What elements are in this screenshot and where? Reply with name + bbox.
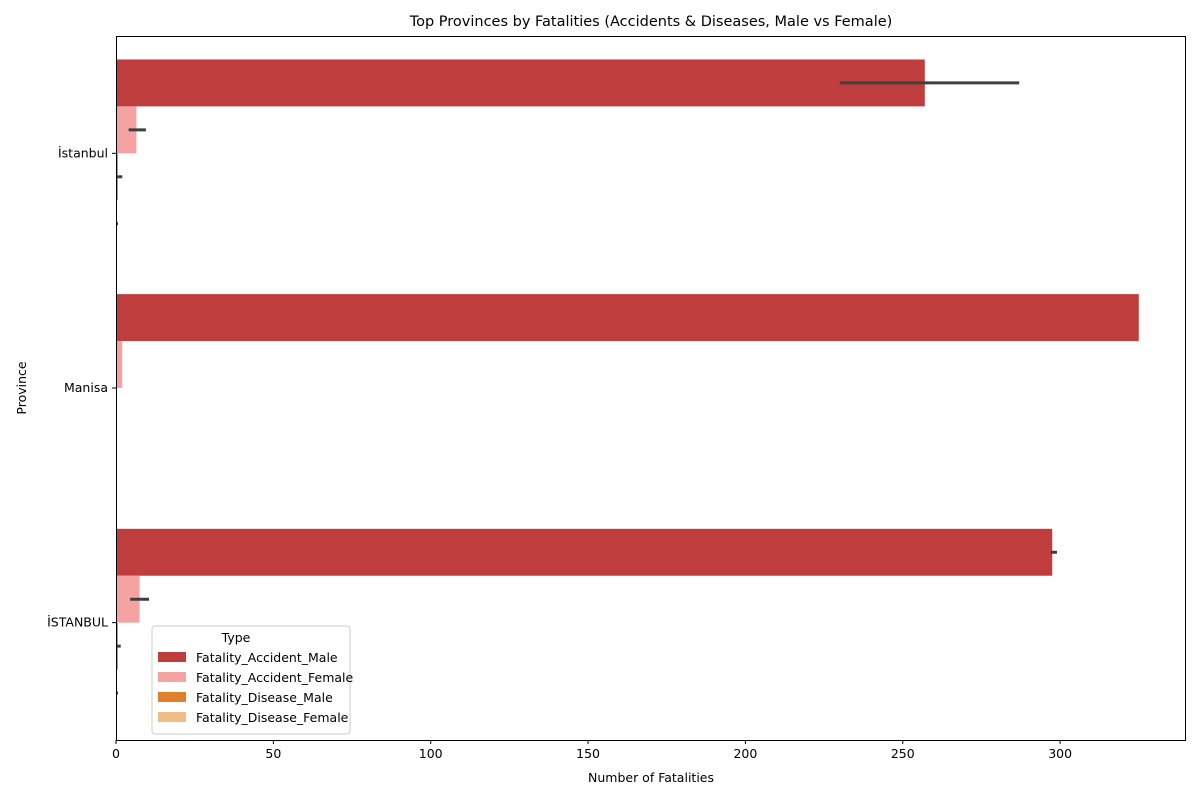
x-tick-label: 150 xyxy=(576,746,600,761)
bar xyxy=(116,575,140,623)
x-tick-label: 100 xyxy=(419,746,443,761)
legend-swatch xyxy=(158,672,186,682)
legend-title: Type xyxy=(221,630,251,645)
x-tick-label: 250 xyxy=(891,746,915,761)
bar xyxy=(116,341,123,388)
axes-layer xyxy=(116,36,1186,741)
x-tick-label: 50 xyxy=(265,746,281,761)
legend-label: Fatality_Disease_Male xyxy=(196,690,333,705)
bar xyxy=(116,106,137,154)
ticks-layer: İstanbul Manisa İSTANBUL 0 50 100 150 200 250 300 xyxy=(47,145,1072,761)
legend-swatch xyxy=(158,652,186,662)
error-bars-layer xyxy=(116,81,1057,695)
bars-layer xyxy=(116,59,1139,717)
legend: Type Fatality_Accident_Male Fatality_Acci… xyxy=(151,625,354,735)
legend-swatch xyxy=(158,712,186,722)
bar xyxy=(116,59,925,107)
legend-swatch xyxy=(158,692,186,702)
x-tick-label: 300 xyxy=(1048,746,1072,761)
y-tick-label: Manisa xyxy=(64,380,108,395)
x-tick-label: 0 xyxy=(112,746,120,761)
legend-label: Fatality_Accident_Male xyxy=(196,650,338,665)
bar xyxy=(116,294,1139,342)
chart-title: Top Provinces by Fatalities (Accidents &… xyxy=(409,14,893,30)
legend-label: Fatality_Accident_Female xyxy=(196,670,354,685)
y-axis-label: Province xyxy=(14,361,29,414)
legend-frame xyxy=(151,625,351,735)
y-tick-label: İSTANBUL xyxy=(47,615,108,630)
legend-label: Fatality_Disease_Female xyxy=(196,710,349,725)
bar xyxy=(116,528,1053,576)
x-axis-label: Number of Fatalities xyxy=(588,770,714,785)
y-tick-label: İstanbul xyxy=(58,145,108,160)
x-tick-label: 200 xyxy=(733,746,757,761)
